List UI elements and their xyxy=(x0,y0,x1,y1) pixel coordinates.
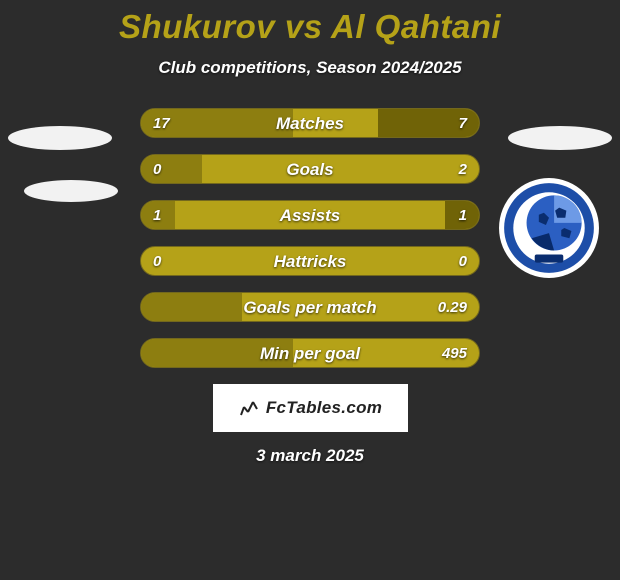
club-logo-right xyxy=(498,177,600,279)
stat-row: 02Goals xyxy=(140,154,480,184)
page-title: Shukurov vs Al Qahtani xyxy=(0,8,620,46)
title-player-right: Al Qahtani xyxy=(331,8,501,45)
avatar-left-ellipse-1 xyxy=(8,126,112,150)
infographic: Shukurov vs Al Qahtani Club competitions… xyxy=(0,0,620,580)
stat-row: 177Matches xyxy=(140,108,480,138)
title-vs: vs xyxy=(275,8,331,45)
title-player-left: Shukurov xyxy=(119,8,275,45)
stat-label: Assists xyxy=(141,201,479,229)
stat-label: Matches xyxy=(141,109,479,137)
stat-label: Goals xyxy=(141,155,479,183)
stat-row: 0.29Goals per match xyxy=(140,292,480,322)
avatar-left-ellipse-2 xyxy=(24,180,118,202)
stat-row: 11Assists xyxy=(140,200,480,230)
stat-label: Min per goal xyxy=(141,339,479,367)
date-label: 3 march 2025 xyxy=(0,446,620,466)
club-logo-svg xyxy=(498,177,600,279)
stat-row: 495Min per goal xyxy=(140,338,480,368)
fctables-badge: FcTables.com xyxy=(213,384,408,432)
avatar-right-ellipse-1 xyxy=(508,126,612,150)
fctables-label: FcTables.com xyxy=(266,398,382,418)
stat-label: Hattricks xyxy=(141,247,479,275)
stat-label: Goals per match xyxy=(141,293,479,321)
fctables-icon xyxy=(238,397,260,419)
subtitle: Club competitions, Season 2024/2025 xyxy=(0,58,620,78)
stat-row: 00Hattricks xyxy=(140,246,480,276)
